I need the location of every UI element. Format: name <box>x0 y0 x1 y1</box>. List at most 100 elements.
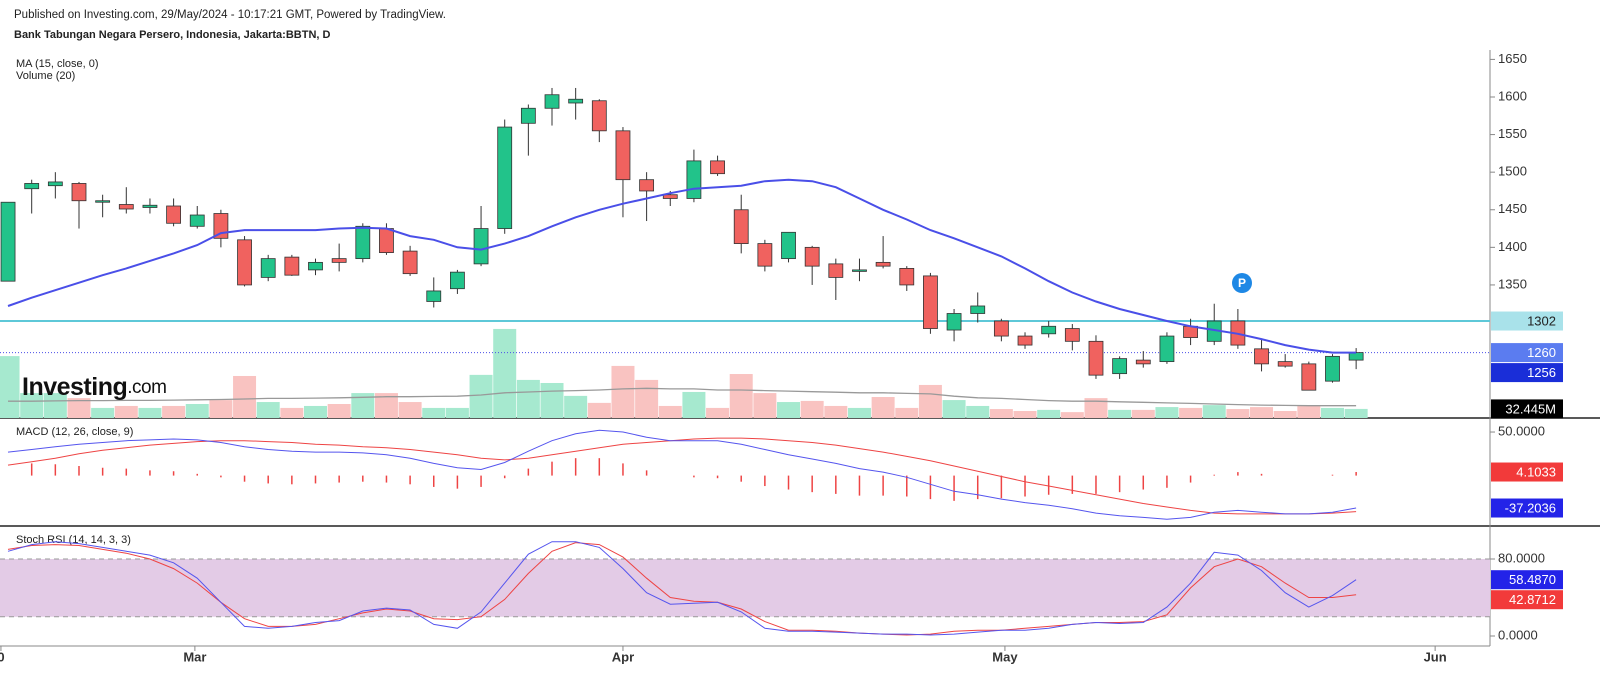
volume-bar <box>1013 410 1037 418</box>
candle-body <box>1277 361 1293 367</box>
stoch-band <box>0 558 1490 617</box>
candle-body <box>284 256 300 276</box>
volume-bar <box>611 365 635 418</box>
volume-bar <box>871 396 895 418</box>
volume-bar <box>516 379 540 418</box>
candle-body <box>520 107 536 124</box>
volume-bar <box>162 405 186 418</box>
candle-body <box>24 183 40 190</box>
candle-body <box>544 94 560 109</box>
candle-body <box>331 258 347 263</box>
candle-body <box>993 320 1009 337</box>
volume-bar <box>209 400 233 418</box>
volume-bar <box>777 402 801 418</box>
volume-bar <box>1084 398 1108 418</box>
candle-body <box>804 246 820 267</box>
value-marker-label: 4.1033 <box>1516 464 1556 479</box>
volume-bar <box>1131 409 1155 418</box>
volume-legend: Volume (20) <box>16 70 75 82</box>
value-marker <box>1491 570 1563 590</box>
candle-body <box>355 225 371 260</box>
published-note: Published on Investing.com, 29/May/2024 … <box>14 9 446 21</box>
volume-bar <box>658 405 682 418</box>
value-marker <box>1491 343 1563 363</box>
volume-bar <box>1108 409 1132 418</box>
volume-bar <box>1250 407 1274 418</box>
volume-bar <box>753 393 777 418</box>
volume-bar <box>91 407 115 418</box>
volume-bar <box>706 407 730 418</box>
volume-bar <box>469 374 493 418</box>
indicator-line <box>7 429 1357 520</box>
candle-body <box>95 200 111 203</box>
volume-bar <box>1226 409 1250 418</box>
volume-bar <box>374 393 398 418</box>
indicator-line <box>7 542 1357 636</box>
value-marker-label: 58.4870 <box>1509 572 1556 587</box>
candle-body <box>118 204 134 210</box>
candle-body <box>686 160 702 199</box>
logo-suffix: .com <box>127 377 166 398</box>
value-marker <box>1491 363 1563 383</box>
ma-legend: MA (15, close, 0) <box>16 58 99 70</box>
candle-body <box>781 231 796 260</box>
logo-main: Investing <box>22 373 127 401</box>
volume-bar <box>67 398 91 418</box>
candle-body <box>237 239 252 286</box>
volume-bar <box>280 407 304 418</box>
candle-body <box>1159 335 1175 363</box>
volume-bar <box>445 407 469 418</box>
y-tick-label: 1350 <box>1498 276 1527 291</box>
volume-bar <box>824 405 848 418</box>
x-tick-label: Apr <box>612 649 634 664</box>
volume-bar <box>682 391 706 418</box>
symbol-title: Bank Tabungan Negara Persero, Indonesia,… <box>14 29 330 41</box>
volume-bar <box>304 405 328 418</box>
candle-body <box>402 250 418 275</box>
pivot-marker <box>1232 273 1252 293</box>
volume-bar <box>847 407 871 418</box>
candle-body <box>710 160 725 175</box>
volume-bar <box>895 407 919 418</box>
value-marker <box>1491 311 1563 331</box>
candle-body <box>1017 335 1033 346</box>
y-tick-label: 1650 <box>1498 51 1527 66</box>
candle-body <box>923 275 938 329</box>
x-tick-label: Jun <box>1424 649 1447 664</box>
candle-body <box>639 179 655 192</box>
candle-body <box>308 261 323 271</box>
candle-body <box>1301 363 1317 391</box>
candle-body <box>47 181 63 187</box>
volume-bar <box>114 405 138 418</box>
value-marker-label: -37.2036 <box>1505 500 1556 515</box>
candle-body <box>852 269 867 272</box>
value-marker-label: 1256 <box>1527 365 1556 380</box>
candle-body <box>757 243 773 267</box>
volume-bar <box>1344 408 1368 418</box>
value-marker <box>1491 399 1563 419</box>
volume-bar <box>0 356 20 418</box>
candle-body <box>142 204 158 208</box>
x-tick-label: 0 <box>0 649 5 664</box>
candle-body <box>591 100 607 132</box>
y-tick-label: 1400 <box>1498 239 1527 254</box>
candle-body <box>1112 358 1128 375</box>
volume-bar <box>1179 407 1203 418</box>
volume-bar <box>43 393 67 418</box>
y-tick-label: 0.0000 <box>1498 627 1538 642</box>
volume-bar <box>138 407 162 418</box>
candle-body <box>946 313 962 331</box>
y-tick-label: 1550 <box>1498 126 1527 141</box>
y-tick-label: 1600 <box>1498 88 1527 103</box>
candle-body <box>260 258 276 278</box>
pivot-label: P <box>1238 276 1246 290</box>
volume-bar <box>1155 407 1179 418</box>
candle-body <box>1064 328 1080 342</box>
volume-bar <box>564 395 588 418</box>
y-tick-label: 80.0000 <box>1498 550 1545 565</box>
candle-body <box>1041 325 1057 335</box>
value-marker <box>1491 498 1563 518</box>
candle-body <box>166 205 181 224</box>
macd-title: MACD (12, 26, close, 9) <box>16 426 133 438</box>
